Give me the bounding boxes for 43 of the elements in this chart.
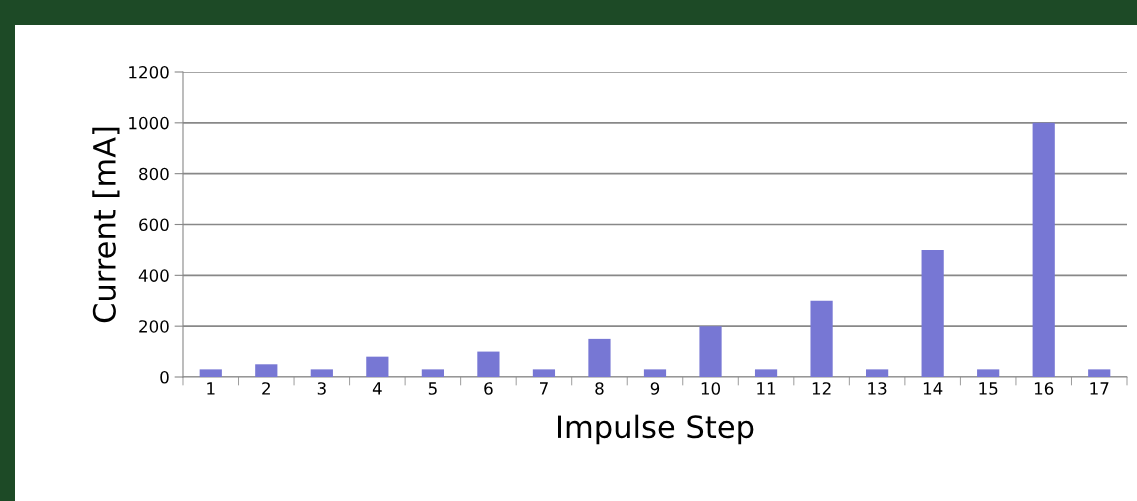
x-tick-label: 11 — [757, 382, 776, 395]
bar — [810, 300, 833, 377]
x-tick-label: 7 — [540, 382, 548, 395]
y-tick-label: 800 — [139, 167, 169, 181]
bar — [1032, 122, 1055, 377]
x-tick-label: 5 — [428, 382, 437, 395]
x-tick-label: 15 — [979, 382, 998, 395]
x-tick-label: 4 — [372, 382, 382, 395]
y-axis-title: Current [mA] — [92, 127, 120, 323]
x-tick-label: 12 — [812, 382, 831, 395]
y-tick-label: 1200 — [129, 65, 169, 79]
bar — [921, 249, 944, 377]
bar — [310, 369, 333, 377]
x-tick-label: 2 — [262, 382, 270, 395]
bar — [588, 338, 611, 377]
y-tick-label: 200 — [139, 320, 169, 333]
bar — [421, 369, 444, 377]
bar — [866, 369, 889, 377]
bar — [754, 369, 778, 377]
x-tick-label: 3 — [317, 382, 326, 395]
y-tick-label: 0 — [160, 370, 169, 384]
bar — [477, 351, 500, 377]
x-tick-label: 10 — [701, 382, 721, 395]
x-tick-label: 9 — [650, 382, 660, 395]
x-tick-label: 16 — [1034, 382, 1054, 395]
x-tick-label: 14 — [923, 382, 943, 395]
x-tick-label: 6 — [484, 382, 493, 395]
bar — [699, 326, 722, 377]
bar — [199, 369, 222, 377]
x-tick-label: 13 — [868, 382, 887, 395]
y-tick-label: 1000 — [129, 116, 169, 130]
bar — [255, 364, 278, 377]
bar — [977, 369, 1000, 377]
y-tick-label: 600 — [139, 218, 169, 232]
x-tick-label: 1 — [207, 382, 215, 395]
x-tick-label: 17 — [1090, 382, 1109, 395]
bar — [643, 369, 667, 377]
x-axis-title: Impulse Step — [557, 414, 754, 445]
x-tick-label: 8 — [595, 382, 604, 395]
bar — [366, 356, 389, 377]
y-tick-label: 400 — [138, 269, 169, 282]
bar — [532, 369, 556, 377]
bar — [1088, 369, 1111, 377]
